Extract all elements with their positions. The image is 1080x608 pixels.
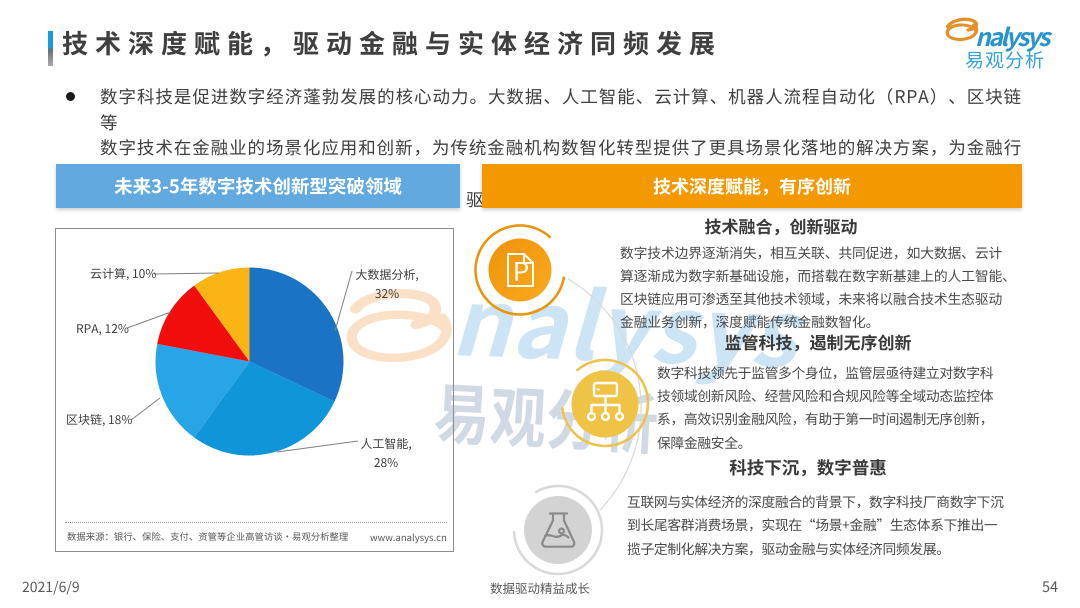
svg-text:P: P [513,252,529,289]
